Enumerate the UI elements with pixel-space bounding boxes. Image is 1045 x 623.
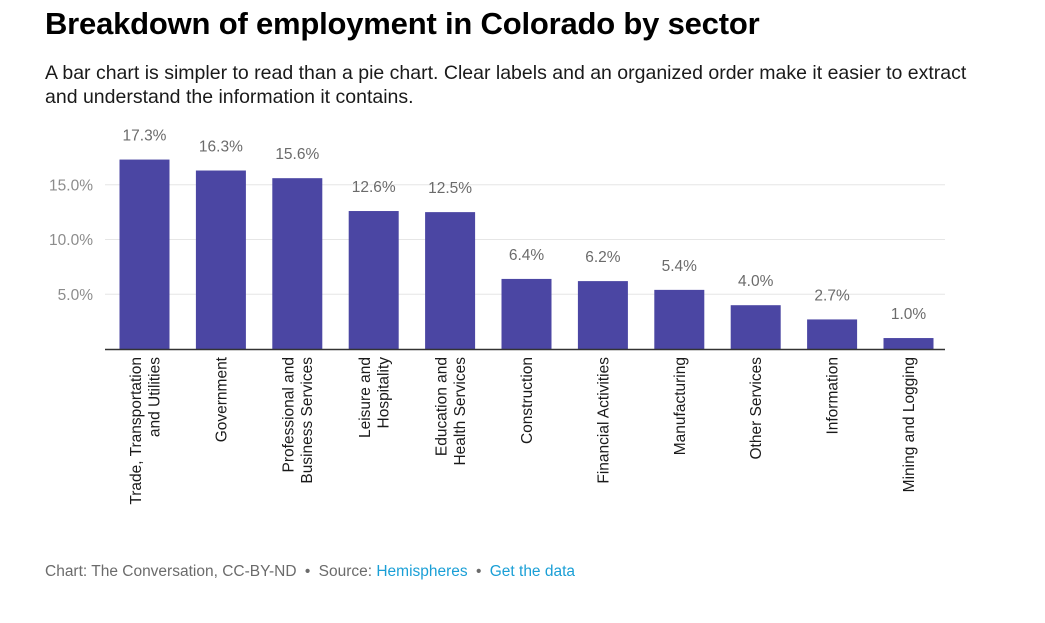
category-label-line: Professional and [281, 357, 298, 472]
bars [119, 159, 934, 349]
value-label: 12.5% [428, 180, 472, 197]
category-label: Leisure and Hospitality [357, 357, 393, 438]
footer-separator: • [475, 563, 482, 580]
bar [272, 178, 323, 349]
bar [730, 305, 781, 349]
value-label: 5.4% [662, 258, 698, 275]
category-label: Construction [519, 357, 536, 444]
bar [348, 211, 399, 349]
category-label: Mining and Logging [901, 357, 918, 492]
y-tick-label: 10.0% [49, 232, 93, 249]
category-label-line: Trade, Transportation [128, 357, 145, 505]
category-label-line: Construction [519, 357, 536, 444]
category-label: Financial Activities [595, 357, 612, 484]
category-label: Information [825, 357, 842, 435]
y-tick-label: 5.0% [58, 287, 94, 304]
category-label: Government [213, 356, 230, 442]
y-tick-label: 15.0% [49, 177, 93, 194]
value-label: 17.3% [123, 128, 167, 145]
category-label: Other Services [748, 357, 765, 460]
category-label-line: Mining and Logging [901, 357, 918, 492]
category-label-line: Other Services [748, 357, 765, 460]
chart-subtitle: A bar chart is simpler to read than a pi… [45, 62, 967, 108]
category-label: Education and Health Services [433, 357, 469, 466]
value-label: 4.0% [738, 273, 774, 290]
y-axis-tick-labels: 5.0% 10.0% 15.0% [49, 177, 93, 304]
category-label-line: Information [825, 357, 842, 435]
value-label: 12.6% [352, 179, 396, 196]
chart-footer: Chart: The Conversation, CC-BY-ND • Sour… [45, 563, 575, 581]
bar [807, 319, 858, 349]
category-label: Professional and Business Services [281, 357, 317, 484]
category-label-line: Health Services [452, 357, 469, 466]
category-label-line: Manufacturing [672, 357, 689, 455]
bar [577, 281, 628, 349]
category-label: Trade, Transportation and Utilities [128, 357, 164, 505]
value-label: 16.3% [199, 139, 243, 156]
value-label: 2.7% [814, 287, 850, 304]
category-label: Manufacturing [672, 357, 689, 455]
value-label: 6.4% [509, 247, 545, 264]
bar-chart: 5.0% 10.0% 15.0% 17.3% 16.3% 15.6% 12.6% 12.5%… [49, 128, 945, 505]
value-label: 15.6% [275, 146, 319, 163]
source-link[interactable]: Hemispheres [376, 563, 468, 580]
footer-separator: • [304, 563, 311, 580]
bar [195, 170, 246, 349]
bar [654, 289, 705, 349]
bar [883, 338, 934, 349]
category-label-line: and Utilities [146, 357, 163, 437]
bar [501, 278, 552, 349]
value-label: 6.2% [585, 249, 621, 266]
source-prefix: Source: [318, 563, 373, 580]
category-label-line: Government [213, 356, 230, 442]
chart-title: Breakdown of employment in Colorado by s… [45, 6, 760, 41]
category-label-line: Education and [433, 357, 450, 456]
category-label-line: Business Services [299, 357, 316, 484]
category-label-line: Leisure and [357, 357, 374, 438]
value-label: 1.0% [891, 306, 927, 323]
bar [425, 212, 476, 349]
value-labels: 17.3% 16.3% 15.6% 12.6% 12.5% 6.4% 6.2% 5.4% 4.0… [123, 128, 927, 323]
credit-text: Chart: The Conversation, CC-BY-ND [45, 563, 297, 580]
x-axis-category-labels: Trade, Transportation and Utilities Govern… [128, 356, 918, 504]
bar [119, 159, 170, 349]
category-label-line: Financial Activities [595, 357, 612, 484]
category-label-line: Hospitality [375, 357, 392, 429]
get-the-data-link[interactable]: Get the data [489, 563, 576, 580]
